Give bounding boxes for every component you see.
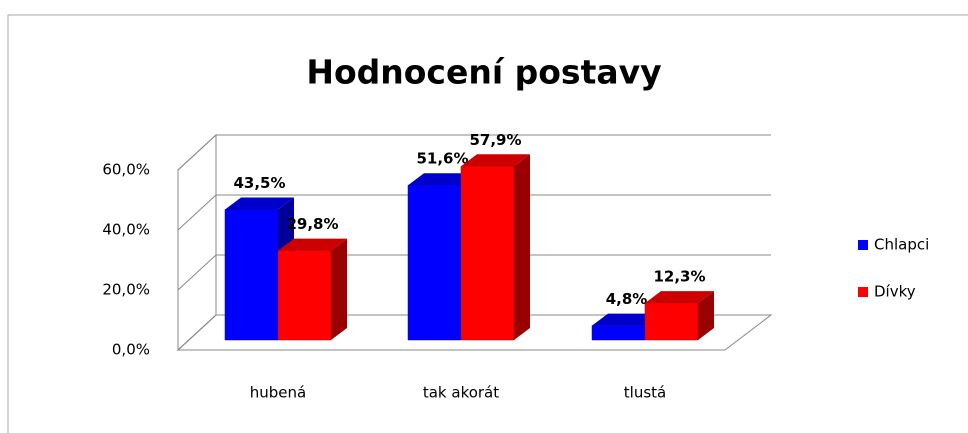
bar-top — [225, 197, 294, 210]
legend-label: Chlapci — [874, 236, 929, 254]
x-tick-label: tak akorát — [423, 384, 499, 402]
y-tick-label: 0,0% — [112, 341, 150, 359]
x-tick-label: tlustá — [624, 384, 666, 402]
bar — [407, 184, 462, 341]
bar — [277, 250, 332, 341]
side-wall — [177, 133, 217, 352]
data-label: 4,8% — [606, 290, 648, 308]
bar-side — [331, 238, 347, 340]
bar-top — [461, 154, 530, 167]
bar-top — [645, 291, 714, 304]
bar-top — [278, 238, 347, 251]
legend-swatch — [858, 240, 868, 250]
bar — [460, 166, 515, 341]
y-tick-label: 40,0% — [102, 221, 150, 239]
data-label: 43,5% — [233, 174, 285, 192]
grid-line — [177, 194, 771, 231]
grid-line — [177, 254, 771, 291]
x-tick-label: hubená — [250, 384, 306, 402]
data-label: 57,9% — [469, 131, 521, 149]
legend-label: Dívky — [874, 283, 916, 301]
grid-line — [177, 314, 771, 351]
chart-border — [7, 14, 968, 433]
chart-title: Hodnocení postavy — [306, 53, 661, 92]
data-label: 29,8% — [286, 215, 338, 233]
bar-side — [514, 154, 530, 340]
bar-side — [698, 291, 714, 340]
legend-swatch — [858, 287, 868, 297]
grid-line — [177, 134, 771, 171]
bar — [644, 302, 699, 341]
bar — [591, 325, 646, 341]
bar — [224, 209, 279, 341]
data-label: 51,6% — [416, 150, 468, 168]
bar-top — [592, 313, 661, 326]
y-tick-label: 60,0% — [102, 161, 150, 179]
data-label: 12,3% — [653, 268, 705, 286]
y-tick-label: 20,0% — [102, 281, 150, 299]
bar-top — [408, 173, 477, 186]
